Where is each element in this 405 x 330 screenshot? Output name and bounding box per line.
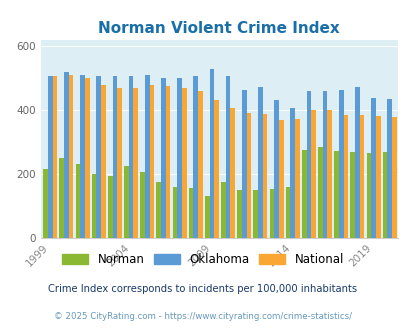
Bar (366, 153, 370, 238)
Bar (165, 86, 170, 238)
Bar (262, 114, 267, 238)
Bar (117, 88, 121, 238)
Bar (317, 147, 322, 238)
Bar (43, 169, 48, 238)
Bar (294, 119, 299, 238)
Bar (75, 164, 80, 238)
Bar (230, 108, 234, 238)
Title: Norman Violent Crime Index: Norman Violent Crime Index (98, 21, 339, 36)
Bar (338, 90, 343, 238)
Bar (221, 182, 225, 238)
Bar (80, 75, 85, 238)
Bar (258, 86, 262, 238)
Bar (108, 176, 112, 238)
Bar (59, 158, 64, 238)
Bar (333, 151, 338, 238)
Bar (128, 76, 133, 238)
Bar (53, 76, 57, 238)
Bar (382, 152, 386, 238)
Bar (172, 186, 177, 238)
Bar (285, 186, 290, 238)
Bar (198, 91, 202, 238)
Bar (193, 76, 198, 238)
Bar (370, 98, 375, 238)
Bar (48, 76, 53, 238)
Bar (209, 69, 214, 238)
Bar (237, 190, 241, 238)
Bar (274, 100, 278, 238)
Bar (124, 166, 128, 238)
Bar (354, 87, 359, 238)
Bar (96, 76, 101, 238)
Bar (386, 99, 391, 238)
Bar (205, 196, 209, 238)
Bar (145, 75, 149, 238)
Bar (101, 85, 106, 238)
Bar (322, 91, 327, 238)
Bar (188, 188, 193, 238)
Legend: Norman, Oklahoma, National: Norman, Oklahoma, National (58, 248, 347, 271)
Bar (68, 75, 73, 238)
Bar (311, 111, 315, 238)
Bar (112, 76, 117, 238)
Bar (350, 152, 354, 238)
Bar (391, 116, 396, 238)
Bar (177, 78, 181, 238)
Bar (92, 174, 96, 238)
Bar (133, 88, 138, 238)
Bar (149, 85, 154, 238)
Bar (301, 150, 306, 238)
Bar (156, 182, 161, 238)
Bar (161, 78, 165, 238)
Bar (214, 100, 218, 238)
Bar (343, 115, 347, 238)
Bar (64, 72, 68, 238)
Text: Crime Index corresponds to incidents per 100,000 inhabitants: Crime Index corresponds to incidents per… (48, 284, 357, 294)
Bar (246, 113, 251, 238)
Bar (290, 108, 294, 238)
Bar (359, 115, 364, 238)
Bar (375, 116, 380, 238)
Bar (181, 88, 186, 238)
Bar (327, 111, 331, 238)
Bar (306, 91, 311, 238)
Bar (269, 189, 274, 238)
Bar (85, 78, 90, 238)
Bar (278, 120, 283, 238)
Bar (140, 172, 145, 238)
Bar (241, 90, 246, 238)
Text: © 2025 CityRating.com - https://www.cityrating.com/crime-statistics/: © 2025 CityRating.com - https://www.city… (54, 313, 351, 321)
Bar (225, 76, 230, 238)
Bar (253, 190, 258, 238)
